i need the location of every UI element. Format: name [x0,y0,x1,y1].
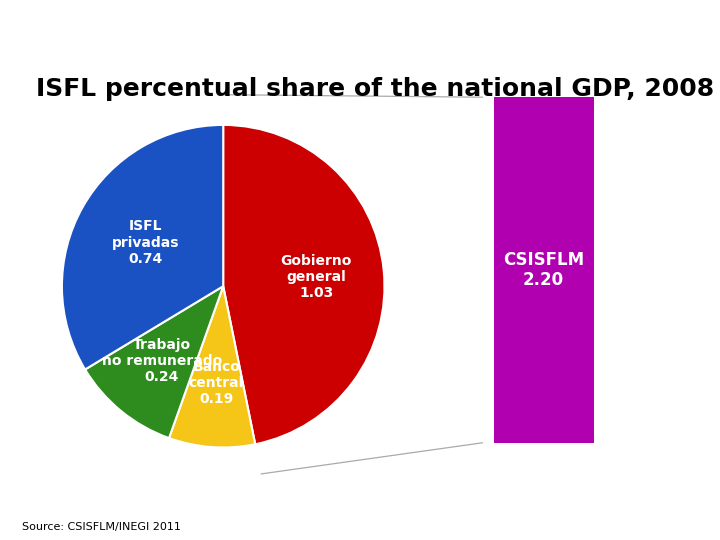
Text: ISFL percentual share of the national GDP, 2008: ISFL percentual share of the national GD… [36,77,714,101]
Wedge shape [223,125,384,444]
Text: Gobierno
general
1.03: Gobierno general 1.03 [281,254,352,300]
Wedge shape [169,286,255,448]
Text: CSISFLM
2.20: CSISFLM 2.20 [503,251,584,289]
Text: Banco
central
0.19: Banco central 0.19 [189,360,244,406]
Text: Source: CSISFLM/INEGI 2011: Source: CSISFLM/INEGI 2011 [22,522,181,532]
Wedge shape [62,125,223,369]
Text: Trabajo
no remunerado
0.24: Trabajo no remunerado 0.24 [102,338,222,384]
Wedge shape [85,286,223,438]
Bar [493,97,594,443]
Text: ISFL
privadas
0.74: ISFL privadas 0.74 [112,219,180,266]
